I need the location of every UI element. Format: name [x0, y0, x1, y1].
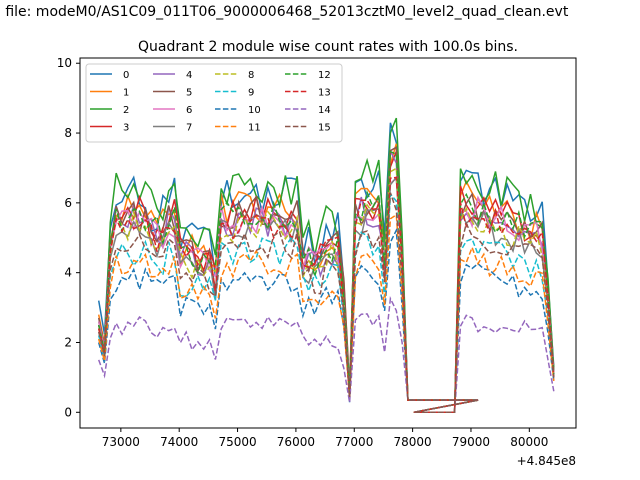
chart-suptitle: n file: modeM0/AS1C09_011T06_9000006468_…: [0, 4, 569, 20]
y-tick-label: 10: [57, 56, 72, 70]
series-line-12: [97, 150, 555, 414]
legend-label-14: 14: [318, 105, 331, 116]
legend-label-0: 0: [123, 70, 129, 81]
x-tick-label: 80000: [510, 435, 548, 449]
legend-label-5: 5: [186, 88, 192, 99]
series-line-4: [97, 148, 555, 414]
x-tick-label: 74000: [160, 435, 198, 449]
x-tick-label: 79000: [452, 435, 490, 449]
x-axis: 73000 74000 75000 76000 77000 78000 79000 80000: [102, 428, 548, 449]
series-line-9: [97, 192, 555, 414]
series-lines: [97, 117, 555, 414]
legend-label-8: 8: [248, 70, 254, 81]
legend-label-13: 13: [318, 88, 331, 99]
y-tick-label: 8: [64, 126, 72, 140]
y-axis: 0 2 4 6 8 10: [57, 56, 80, 419]
legend-label-7: 7: [186, 123, 192, 134]
legend-label-6: 6: [186, 105, 192, 116]
y-tick-label: 0: [64, 405, 72, 419]
series-line-11: [97, 213, 555, 414]
x-tick-label: 76000: [277, 435, 315, 449]
series-line-10: [97, 227, 555, 414]
series-line-8: [97, 167, 555, 414]
series-line-2: [97, 117, 555, 414]
legend-label-1: 1: [123, 88, 129, 99]
y-tick-label: 2: [64, 335, 72, 349]
legend-label-11: 11: [248, 123, 261, 134]
legend-label-3: 3: [123, 123, 129, 134]
x-tick-label: 73000: [102, 435, 140, 449]
plot-frame: [79, 57, 577, 429]
x-tick-label: 75000: [218, 435, 256, 449]
x-tick-label: 78000: [394, 435, 432, 449]
y-tick-label: 6: [64, 196, 72, 210]
legend-frame: [85, 63, 343, 143]
series-line-14: [97, 295, 555, 414]
series-line-13: [97, 176, 555, 414]
series-line-15: [97, 192, 555, 414]
chart-title: Quadrant 2 module wise count rates with …: [138, 39, 518, 55]
legend-label-15: 15: [318, 123, 331, 134]
legend-label-12: 12: [318, 70, 331, 81]
y-tick-label: 4: [64, 266, 72, 280]
legend-label-10: 10: [248, 105, 261, 116]
x-offset-label: +4.845e8: [517, 454, 576, 468]
x-tick-label: 77000: [335, 435, 373, 449]
legend-label-4: 4: [186, 70, 192, 81]
legend-label-2: 2: [123, 105, 129, 116]
legend-label-9: 9: [248, 88, 254, 99]
